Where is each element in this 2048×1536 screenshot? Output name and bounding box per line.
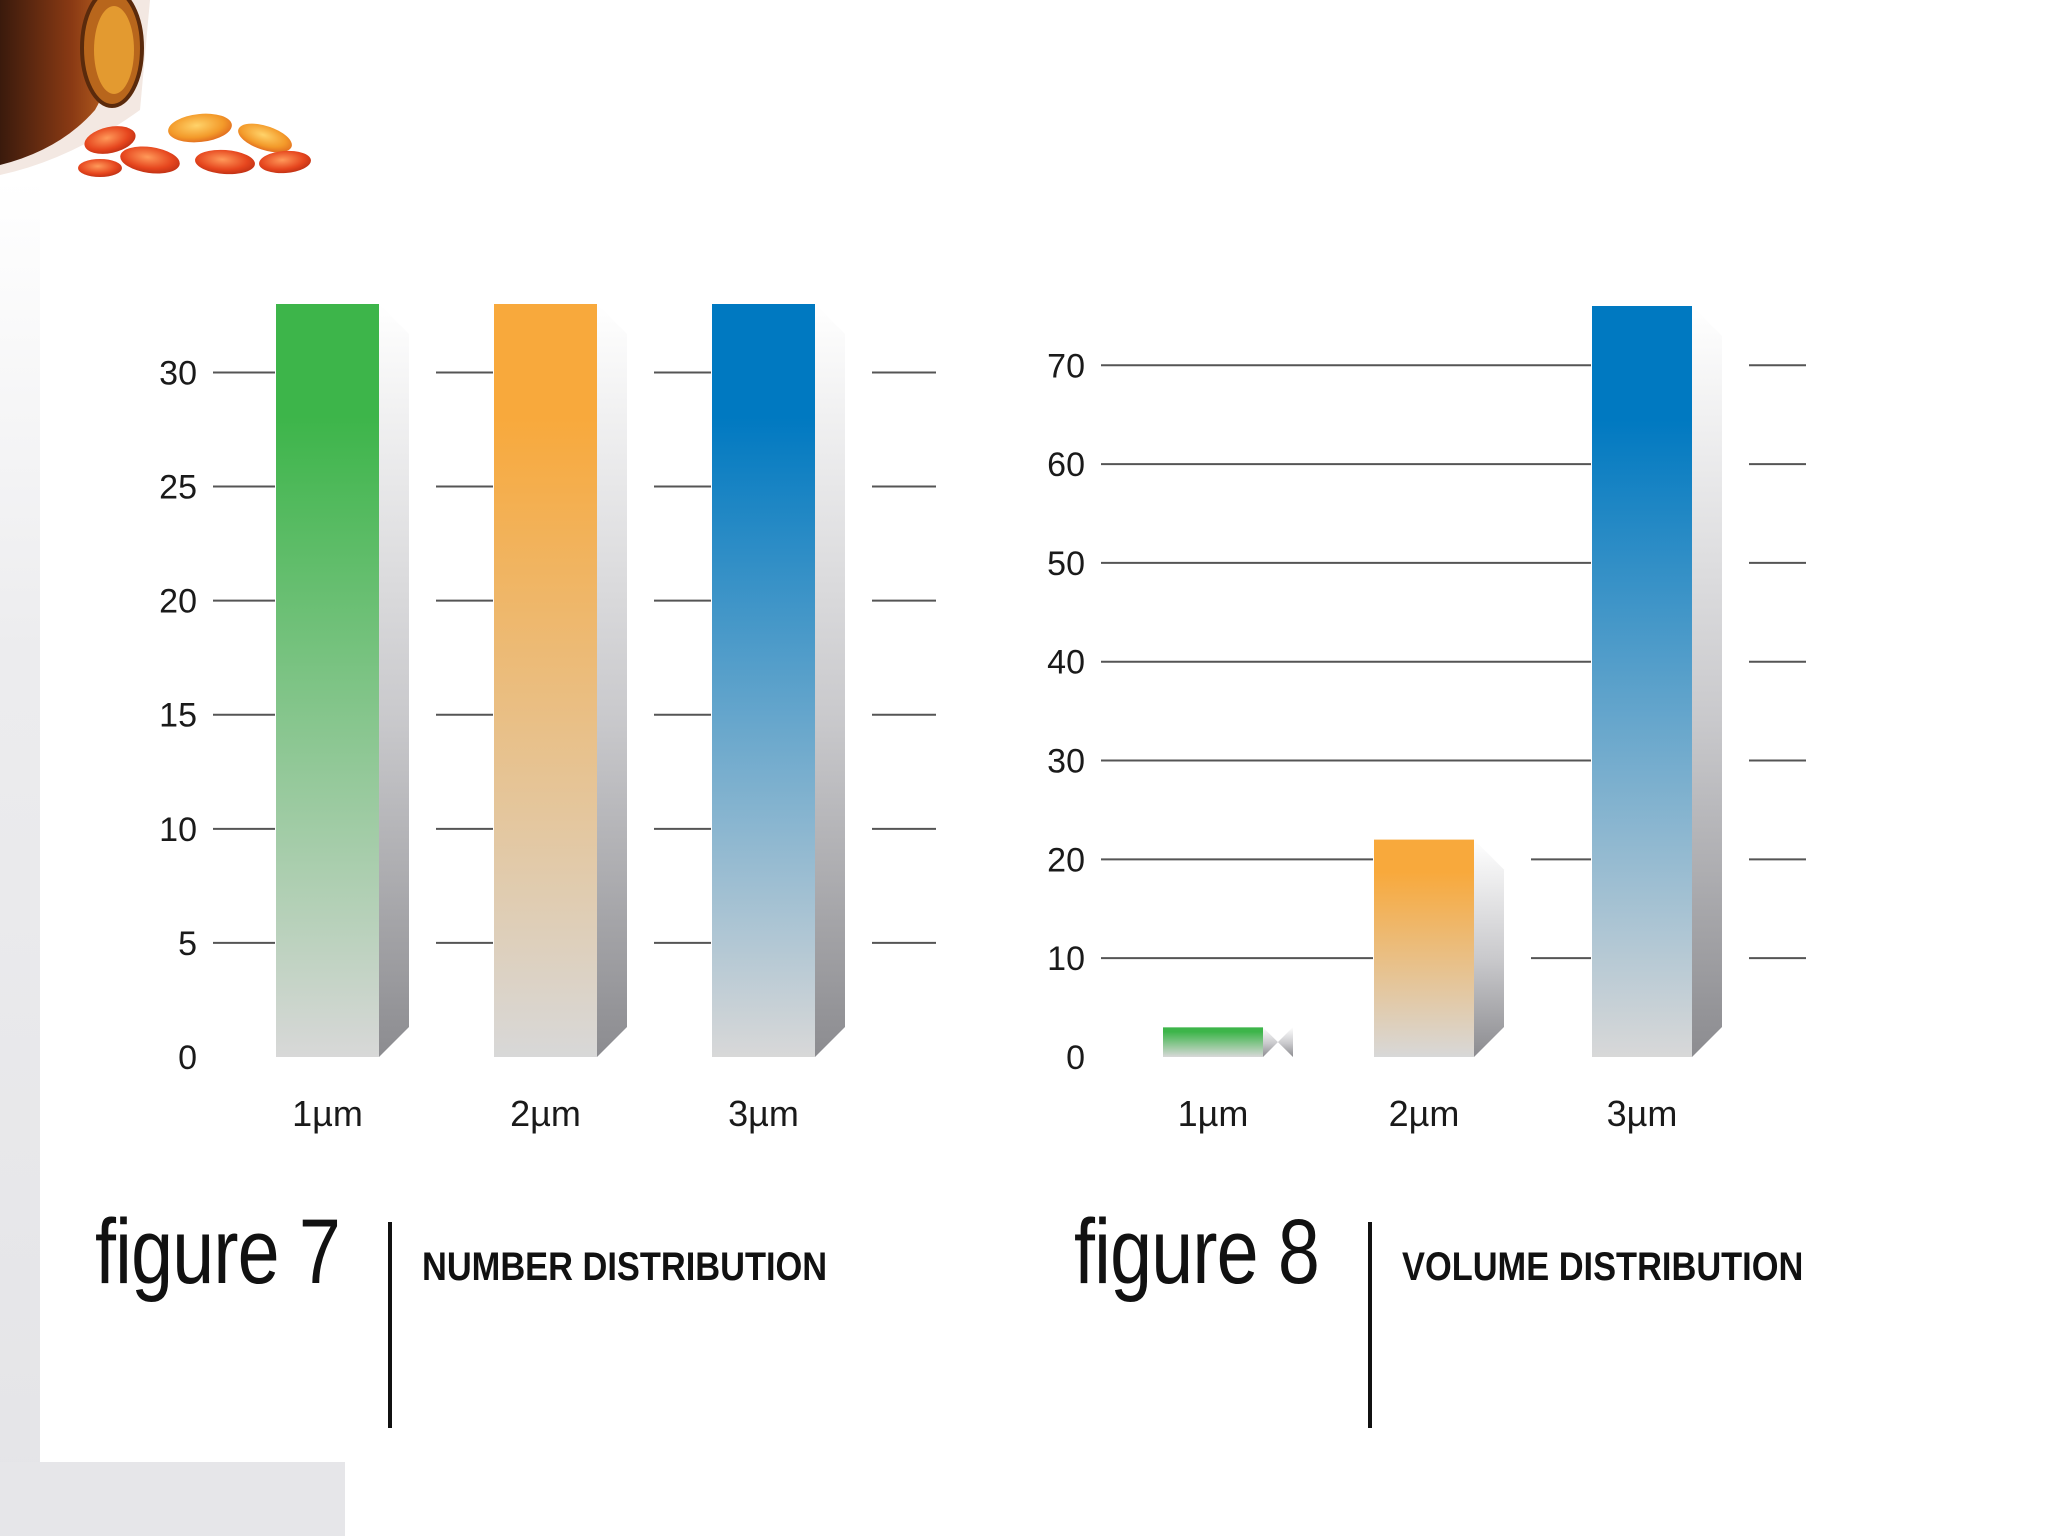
background-strip — [0, 180, 40, 1536]
y-tick-label: 10 — [1047, 940, 1085, 978]
y-tick-label: 25 — [159, 469, 197, 507]
bar-side-2 — [1474, 839, 1504, 1057]
figure-7-label: figure 7 — [95, 1201, 341, 1303]
background-block — [0, 1462, 345, 1536]
bar-2 — [494, 304, 597, 1057]
y-tick-label: 20 — [159, 583, 197, 621]
y-tick-label: 5 — [178, 925, 197, 963]
bar-side-3 — [815, 304, 845, 1057]
bar-2 — [1374, 839, 1474, 1057]
y-tick-label: 30 — [1047, 743, 1085, 781]
y-tick-label: 0 — [178, 1039, 197, 1077]
y-tick-label: 20 — [1047, 841, 1085, 879]
figure-8-caption: VOLUME DISTRIBUTION — [1402, 1245, 1804, 1289]
pill-bottle-image — [0, 0, 311, 177]
bar-3 — [1592, 306, 1692, 1057]
bar-side-3 — [1692, 306, 1722, 1057]
y-tick-label: 15 — [159, 697, 197, 735]
y-tick-label: 10 — [159, 811, 197, 849]
bar-side-1 — [1263, 1027, 1293, 1057]
x-category-label: 1µm — [1178, 1093, 1249, 1134]
x-category-label: 2µm — [1389, 1093, 1460, 1134]
figure-8-divider — [1368, 1222, 1372, 1428]
bar-1 — [1163, 1027, 1263, 1057]
figure-7-caption: NUMBER DISTRIBUTION — [422, 1245, 828, 1289]
y-tick-label: 50 — [1047, 545, 1085, 583]
x-category-label: 1µm — [292, 1093, 363, 1134]
figure-8-label: figure 8 — [1074, 1201, 1320, 1303]
y-tick-label: 0 — [1066, 1039, 1085, 1077]
x-category-label: 2µm — [510, 1093, 581, 1134]
y-tick-label: 60 — [1047, 446, 1085, 484]
y-tick-label: 70 — [1047, 347, 1085, 385]
figure-7-divider — [388, 1222, 392, 1428]
bar-side-1 — [379, 304, 409, 1057]
bar-3 — [712, 304, 815, 1057]
bar-1 — [276, 304, 379, 1057]
x-category-label: 3µm — [1607, 1093, 1678, 1134]
x-category-label: 3µm — [728, 1093, 799, 1134]
y-tick-label: 30 — [159, 354, 197, 392]
y-tick-label: 40 — [1047, 644, 1085, 682]
bar-side-2 — [597, 304, 627, 1057]
